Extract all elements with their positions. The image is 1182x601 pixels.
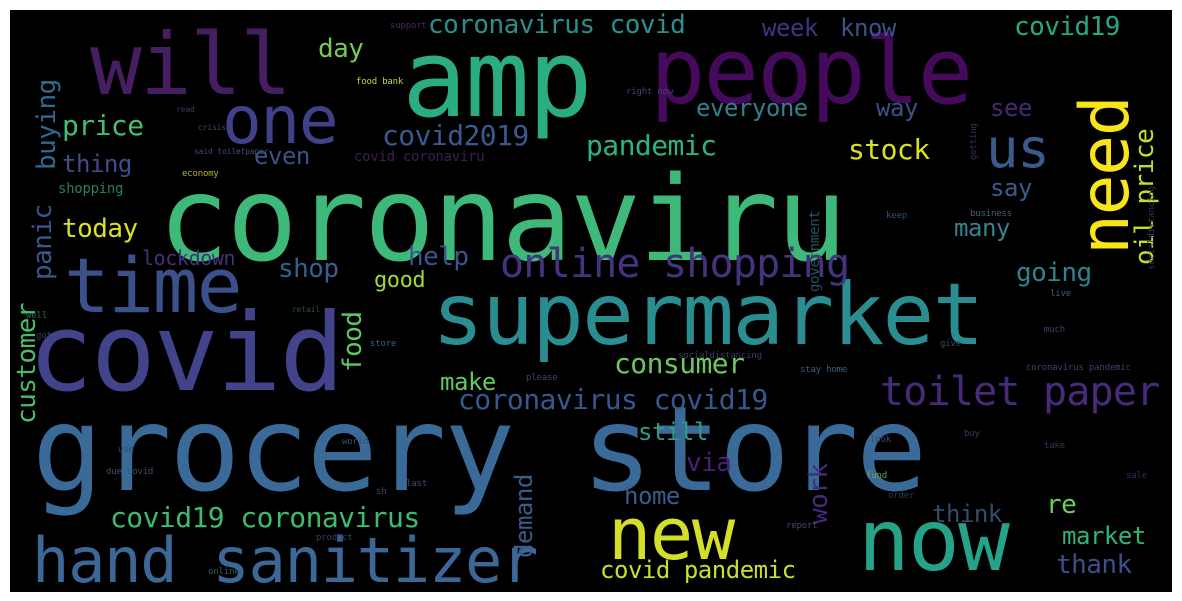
word-sale: sale <box>1126 471 1147 481</box>
word-well: well <box>26 311 47 321</box>
word-shop: shop <box>278 254 339 284</box>
word-help: help <box>408 242 469 272</box>
word-us: us <box>986 117 1050 180</box>
word-time: time <box>64 241 242 330</box>
word-hand-sanitizer: hand sanitizer <box>32 524 538 592</box>
word-store: store <box>370 339 397 349</box>
word-make: make <box>440 368 496 396</box>
word-right-now: right now <box>626 87 674 97</box>
word-toilet-paper: toilet paper <box>880 369 1160 415</box>
word-fund: fund <box>866 471 887 481</box>
word-price: price <box>62 109 144 142</box>
word-now: now <box>858 491 1010 591</box>
word-product: product <box>316 533 353 543</box>
word-thank: thank <box>1056 550 1132 580</box>
word-covid2019: covid2019 <box>382 119 529 152</box>
word-say: say <box>990 174 1032 202</box>
word-know: know <box>840 14 896 42</box>
word-will: will <box>90 15 292 115</box>
word-crisis: crisis <box>198 123 226 132</box>
word-stock: stock <box>848 133 930 166</box>
word-covid19-coronavirus: covid19 coronavirus <box>110 501 420 534</box>
word-people: people <box>650 18 973 125</box>
word-look: look <box>870 435 891 445</box>
word-market: market <box>1062 522 1146 550</box>
word-covid: covid <box>28 291 344 416</box>
word-home: home <box>624 482 680 510</box>
word-shopping: shopping <box>58 181 124 197</box>
word-due-covid: due covid <box>106 467 154 477</box>
word-going: going <box>1016 258 1092 288</box>
word-buying: buying <box>32 79 62 170</box>
word-report: report <box>786 521 818 531</box>
word-today: today <box>62 214 138 244</box>
word-coronavirus-pandemic: coronavirus pandemic <box>1026 363 1131 373</box>
word-many: many <box>954 214 1010 242</box>
word-think: think <box>932 500 1002 528</box>
word-last: last <box>406 479 427 489</box>
word-way: way <box>876 94 918 122</box>
word-grocery-store: grocery store <box>32 380 927 518</box>
word-socialdistancing: socialdistancing <box>678 351 762 361</box>
word-covid-pandemic: covid pandemic <box>600 556 796 584</box>
word-one: one <box>222 82 339 159</box>
word-food: food <box>338 311 368 372</box>
word-economy: economy <box>182 169 219 179</box>
word-buy: buy <box>964 429 980 439</box>
word-still: still <box>638 418 708 446</box>
word-use: use <box>118 445 134 455</box>
word-food-bank: food bank <box>356 77 404 87</box>
word-please: please <box>526 373 558 383</box>
word-coronavirus-covid: coronavirus covid <box>428 10 686 40</box>
word-covid19: covid19 <box>1014 12 1120 42</box>
word-cloud: coronaviru grocery store supermarket amp peo… <box>10 10 1172 592</box>
word-demand: demand <box>510 474 538 558</box>
word-panic: panic <box>28 204 58 280</box>
word-supermarket: supermarket <box>432 265 984 365</box>
word-everyone: everyone <box>696 94 808 122</box>
word-said-toiletpaper: said toiletpaper <box>194 147 269 156</box>
word-live: live <box>1050 289 1071 299</box>
word-consumer: consumer <box>614 347 745 380</box>
word-government: government <box>807 210 823 293</box>
word-covid-coronaviru: covid coronaviru <box>354 149 485 165</box>
word-support: support <box>390 21 427 31</box>
word-customer: customer <box>12 302 42 424</box>
word-amp: amp <box>402 17 593 142</box>
word-much: much <box>1044 325 1065 335</box>
word-via: via <box>686 448 732 478</box>
word-see: see <box>990 94 1032 122</box>
word-getting: getting <box>969 123 979 160</box>
word-even: even <box>254 142 310 170</box>
word-order: order <box>888 491 915 501</box>
word-thing: thing <box>62 150 132 178</box>
word-keep: keep <box>886 211 907 221</box>
word-got: got <box>36 331 52 341</box>
word-take: take <box>1044 441 1065 451</box>
word-read: read <box>176 105 195 114</box>
word-world: world <box>342 437 369 447</box>
word-stay-home: stay home <box>800 365 848 375</box>
word-coronaviru: coronaviru <box>158 150 847 288</box>
word-business: business <box>970 209 1012 219</box>
word-re: re <box>1046 490 1077 520</box>
word-lockdown: lockdown <box>142 246 236 270</box>
word-give: give <box>940 339 961 349</box>
word-sh: sh <box>376 487 387 497</box>
word-socialdistancing: socialdistancing <box>1147 186 1157 270</box>
word-good: good <box>374 268 426 293</box>
word-work: work <box>804 463 834 524</box>
word-coronavirus-covid19: coronavirus covid19 <box>458 383 768 416</box>
word-pandemic: pandemic <box>586 129 717 162</box>
word-online-shopping: online shopping <box>500 241 850 287</box>
word-new: new <box>608 492 735 576</box>
word-day: day <box>318 34 364 64</box>
word-week: week <box>762 14 818 42</box>
word-retail: retail <box>292 305 320 314</box>
word-online: online <box>208 567 240 577</box>
